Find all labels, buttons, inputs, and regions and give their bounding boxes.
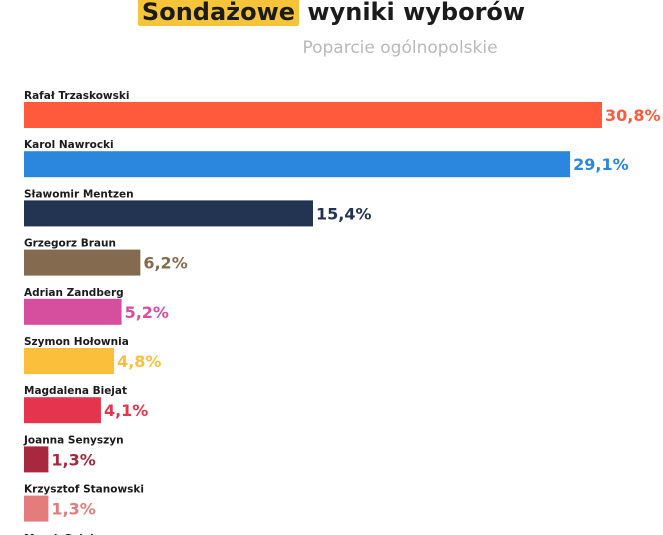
- title-highlight: Sondażowe: [137, 0, 300, 26]
- bar: [24, 298, 122, 325]
- data-label: 6,2%: [143, 254, 187, 273]
- candidate-label: Marek Solek: [24, 533, 98, 535]
- bar: [24, 102, 602, 128]
- candidate-label: Magdalena Biejat: [24, 385, 127, 397]
- candidate-label: Grzegorz Braun: [24, 238, 116, 250]
- candidate-label: Adrian Zandberg: [24, 287, 124, 299]
- candidate-label: Rafał Trzaskowski: [24, 90, 129, 102]
- candidate-label: Joanna Senyszyn: [23, 434, 124, 446]
- data-label: 1,3%: [51, 500, 95, 519]
- data-label: 30,8%: [605, 106, 661, 125]
- bar: [24, 495, 49, 522]
- candidate-label: Krzysztof Stanowski: [24, 484, 144, 496]
- bar: [24, 348, 115, 374]
- chart-title: Sondażowe wyniki wyborów: [0, 0, 663, 27]
- data-label: 5,2%: [125, 303, 169, 322]
- data-label: 4,8%: [117, 352, 161, 371]
- data-label: 1,3%: [51, 450, 95, 469]
- bar: [24, 446, 49, 473]
- bar: [24, 249, 141, 276]
- bar: [24, 200, 313, 227]
- data-label: 4,1%: [104, 401, 148, 420]
- chart-subtitle: Poparcie ogólnopolskie: [302, 38, 498, 58]
- bar: [24, 397, 101, 424]
- bar: [24, 151, 571, 178]
- title-rest: wyniki wyborów: [307, 0, 526, 26]
- data-label: 15,4%: [316, 204, 372, 223]
- data-label: 29,1%: [573, 155, 629, 174]
- candidate-label: Karol Nawrocki: [24, 139, 114, 151]
- candidate-label: Szymon Hołownia: [24, 336, 129, 348]
- candidate-label: Sławomir Mentzen: [24, 188, 134, 200]
